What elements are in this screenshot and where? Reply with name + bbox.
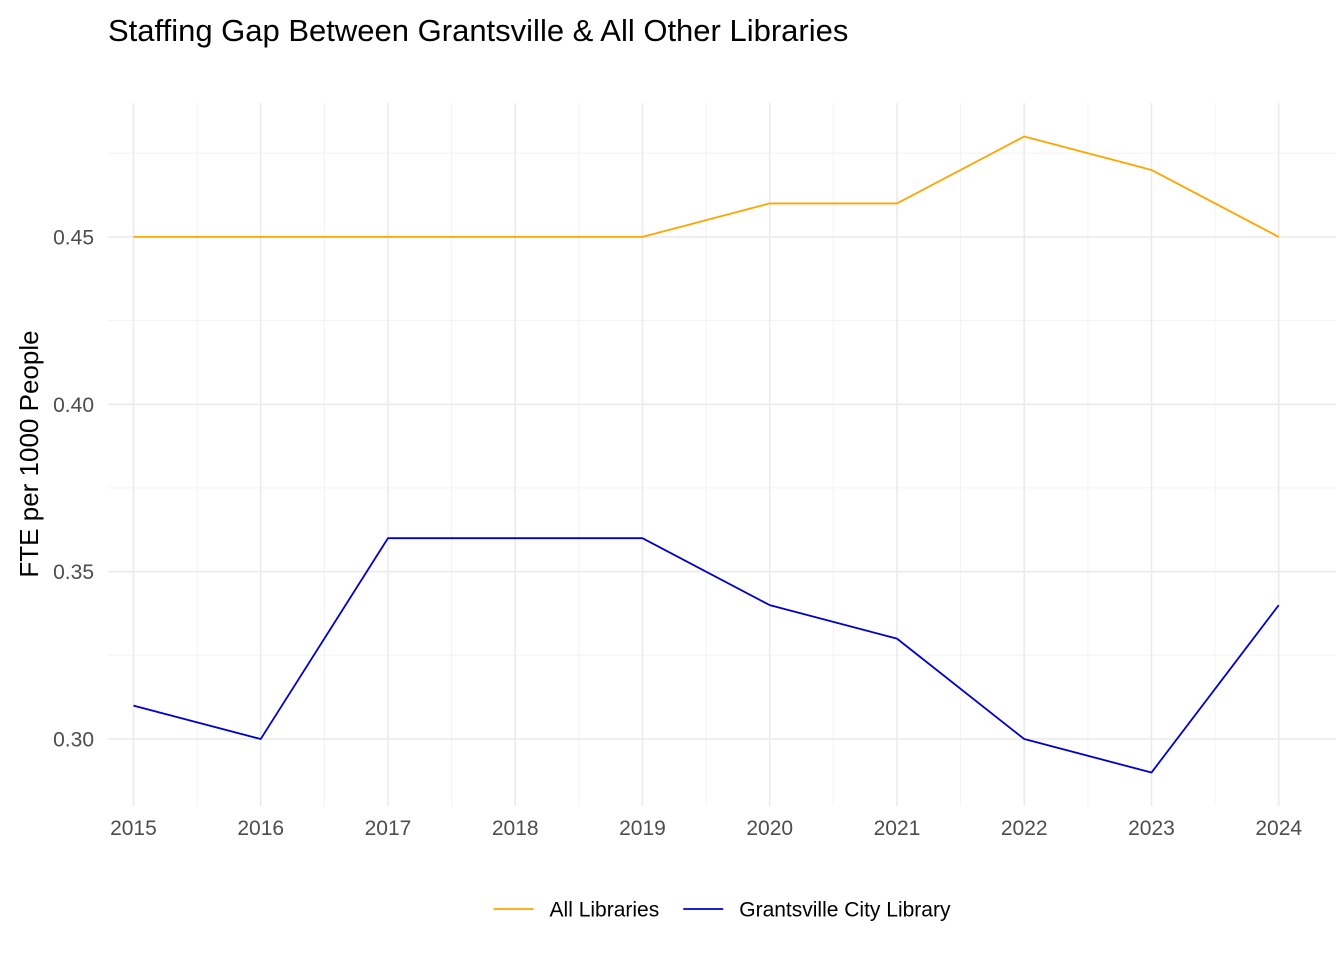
legend: All Libraries Grantsville City Library — [493, 899, 951, 922]
x-tick-label: 2020 — [746, 817, 793, 840]
x-tick-label: 2023 — [1128, 817, 1175, 840]
legend-label: Grantsville City Library — [739, 899, 951, 922]
legend-item: All Libraries — [493, 899, 660, 922]
legend-item: Grantsville City Library — [683, 899, 951, 922]
y-tick-label: 0.30 — [53, 729, 94, 752]
x-tick-label: 2018 — [492, 817, 539, 840]
x-axis-tick-labels: 2015 2016 2017 2018 2019 2020 2021 2022 2023 2024 — [110, 817, 1302, 840]
x-tick-label: 2017 — [365, 817, 412, 840]
y-tick-label: 0.45 — [53, 226, 94, 249]
x-tick-label: 2022 — [1001, 817, 1048, 840]
y-tick-label: 0.35 — [53, 561, 94, 584]
x-tick-label: 2021 — [874, 817, 921, 840]
series-line-all-libraries — [133, 135, 1280, 238]
series-line-grantsville-city-library — [133, 537, 1280, 774]
y-axis-tick-labels: 0.30 0.35 0.40 0.45 — [53, 226, 94, 751]
grid — [108, 103, 1336, 806]
x-tick-label: 2024 — [1255, 817, 1302, 840]
y-tick-label: 0.40 — [53, 394, 94, 417]
legend-label: All Libraries — [550, 899, 660, 922]
y-axis-title: FTE per 1000 People — [14, 330, 44, 577]
x-tick-label: 2015 — [110, 817, 157, 840]
x-tick-label: 2016 — [237, 817, 284, 840]
chart-title: Staffing Gap Between Grantsville & All O… — [108, 13, 848, 48]
series-lines — [133, 135, 1280, 774]
x-tick-label: 2019 — [619, 817, 666, 840]
